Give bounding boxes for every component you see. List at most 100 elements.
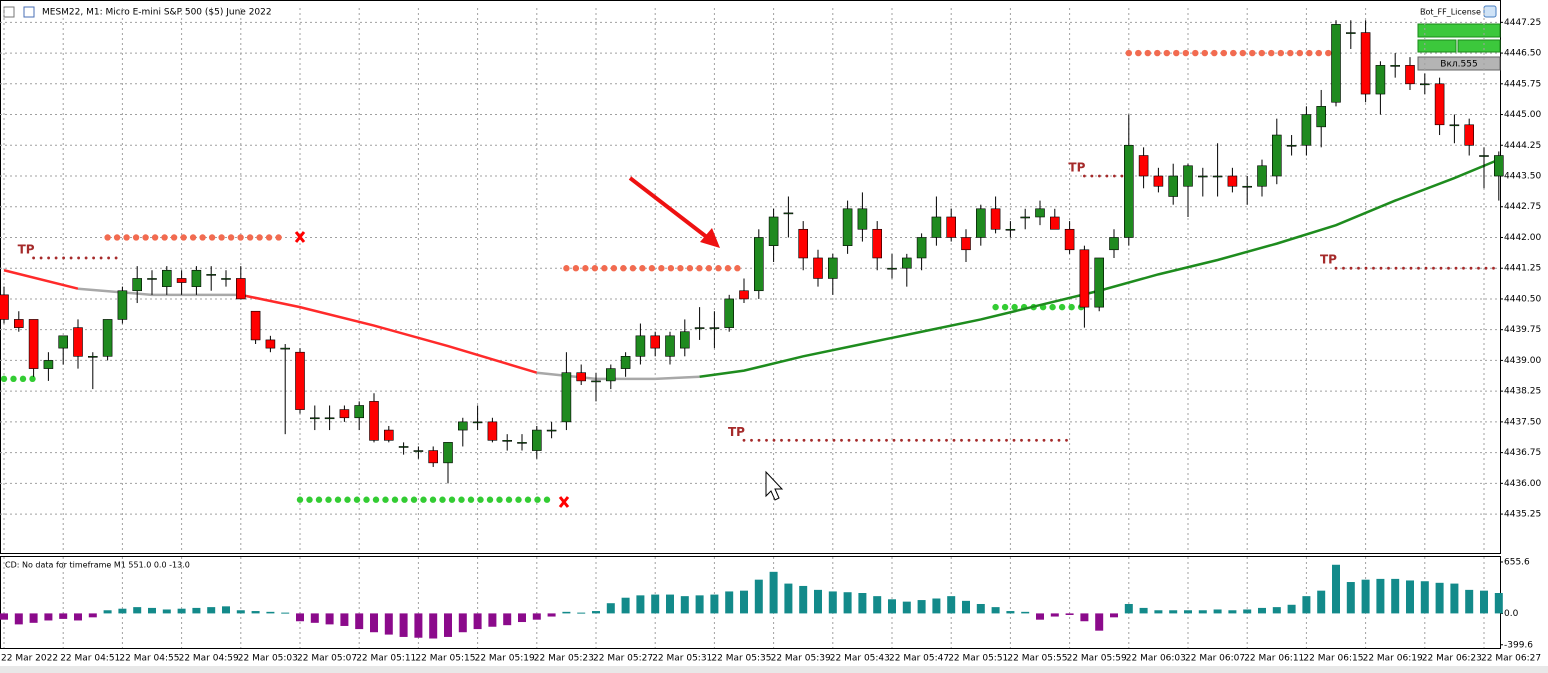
candle-body [398, 446, 409, 448]
level-dot [1239, 49, 1247, 57]
level-dot [1342, 266, 1345, 270]
level-dot [724, 265, 732, 272]
level-dot [582, 265, 589, 272]
level-dot [1277, 49, 1285, 57]
candle-body [1301, 114, 1312, 146]
candle-body [1183, 165, 1193, 187]
trade-button[interactable] [1417, 23, 1501, 38]
histogram-bar [14, 613, 23, 625]
histogram-bar [1228, 610, 1237, 614]
x-tick-label: 22 Mar 2022 [1, 654, 58, 664]
level-dot [515, 496, 522, 503]
level-dot [1306, 49, 1313, 57]
level-dot [907, 438, 911, 442]
level-dot [505, 496, 513, 503]
level-dot [1469, 266, 1473, 270]
level-dot [1432, 266, 1435, 270]
y-tick-label: 4436.00 [1504, 479, 1541, 489]
level-dot [1409, 266, 1413, 270]
level-dot [467, 496, 475, 503]
histogram-bar [991, 607, 1000, 614]
histogram-bar [1065, 613, 1074, 615]
y-tick-label: 4445.75 [1504, 79, 1541, 89]
candle-body [1109, 237, 1119, 251]
level-dot [448, 496, 456, 503]
candle-body [635, 335, 646, 357]
level-dot [1334, 266, 1338, 270]
histogram-bar [1361, 579, 1370, 614]
histogram-bar [488, 613, 497, 627]
histogram-bar [192, 607, 201, 614]
candle-body [1153, 175, 1164, 187]
histogram-bar [458, 613, 467, 633]
level-dot [1011, 303, 1018, 311]
level-dot [677, 265, 684, 272]
level-dot [19, 375, 27, 383]
level-dot [1387, 266, 1390, 270]
histogram-bar [769, 571, 778, 614]
level-dot [1083, 174, 1086, 178]
plot: 4447.25 4446.50 4445.75 4445.00 4444.25 4443.… [0, 8, 1541, 664]
histogram-bar [518, 613, 526, 623]
histogram-bar [340, 613, 349, 626]
level-dot [1068, 303, 1075, 311]
histogram-bar [370, 613, 378, 633]
candle-body [1035, 208, 1045, 218]
histogram-bar [266, 611, 275, 614]
candle-body [1331, 24, 1341, 103]
candle-body [975, 208, 986, 238]
candle-body [369, 401, 379, 441]
candle-body [191, 269, 202, 287]
x-tick-label: 22 Mar 06:27 [1481, 654, 1541, 664]
level-dot [1296, 49, 1304, 57]
main-frame [0, 0, 1501, 554]
x-tick-label: 22 Mar 05:31 [652, 654, 712, 664]
candle-body [1005, 228, 1016, 231]
candle-body [961, 237, 971, 251]
histogram-bar [1465, 589, 1474, 614]
level-dot [123, 234, 130, 241]
level-dot [218, 234, 225, 241]
candle-body [842, 208, 853, 246]
candle-body [783, 212, 794, 215]
histogram-bar [44, 613, 53, 621]
level-dot [39, 256, 43, 260]
level-dot [382, 496, 389, 503]
histogram-bar [251, 611, 260, 614]
level-dot [780, 438, 783, 442]
histogram-bar [1036, 613, 1044, 620]
level-dot [170, 234, 178, 241]
level-label: TP [728, 425, 745, 439]
level-dot [104, 234, 111, 241]
level-dot [967, 438, 971, 442]
histogram-bar [1435, 582, 1444, 614]
level-dot [77, 256, 80, 260]
level-dot [639, 265, 646, 272]
x-tick-label: 22 Mar 05:03 [238, 654, 298, 664]
level-dot [92, 256, 95, 260]
level-dot [256, 234, 263, 241]
sell-button[interactable] [1457, 39, 1501, 53]
level-dot [1105, 174, 1109, 178]
candle-body [1494, 155, 1504, 177]
candle-body [546, 429, 557, 432]
level-dot [1357, 266, 1360, 270]
histogram-bar [799, 585, 808, 614]
candle-body [221, 278, 231, 280]
level-dot [1012, 438, 1016, 442]
mode-button-label: Вкл.555 [1440, 60, 1477, 70]
level-dot [817, 438, 821, 442]
buy-button[interactable] [1417, 39, 1457, 53]
histogram-bar [103, 610, 112, 614]
level-dot [344, 496, 351, 503]
histogram-bar [873, 596, 882, 614]
candle-body [280, 347, 291, 350]
mode-button[interactable] [1417, 56, 1501, 71]
candle-body [739, 290, 749, 300]
x-tick-label: 22 Mar 05:51 [948, 654, 1008, 664]
histogram-bar [577, 612, 586, 614]
candle-body [561, 372, 572, 423]
level-dot [1125, 49, 1133, 57]
bot-name: Bot_FF_License [1420, 8, 1481, 17]
level-dot [227, 234, 235, 241]
